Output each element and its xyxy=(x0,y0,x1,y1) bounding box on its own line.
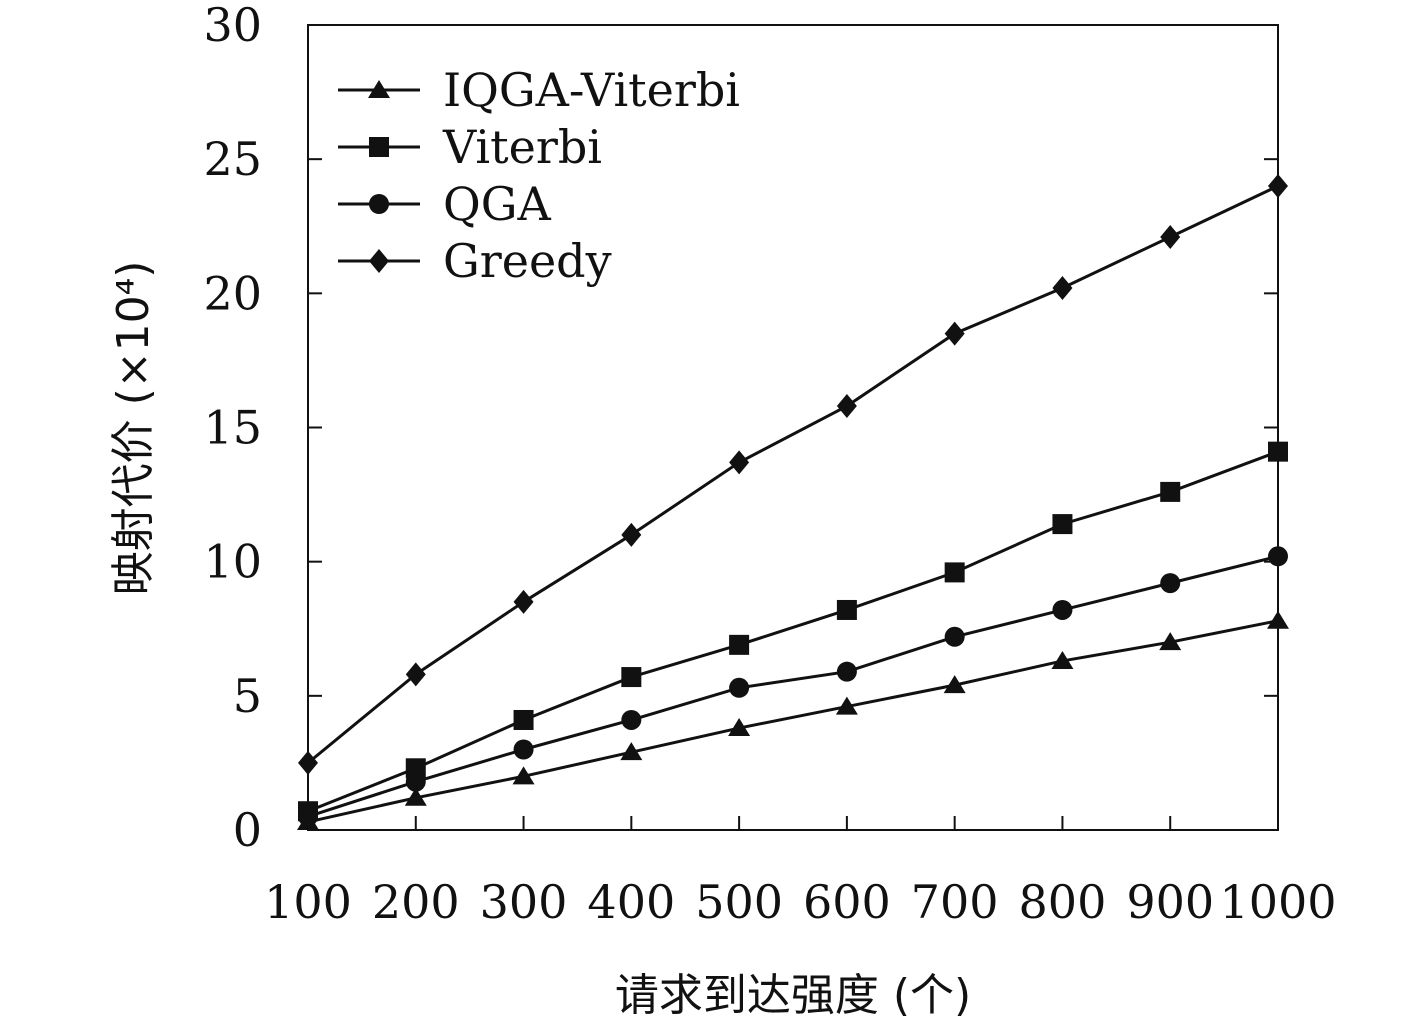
legend-marker xyxy=(368,80,390,98)
data-point-qga xyxy=(1160,573,1181,594)
x-tick-label: 600 xyxy=(803,875,891,929)
y-tick-label: 30 xyxy=(203,0,262,52)
data-point-viterbi xyxy=(1052,514,1073,535)
data-point-greedy xyxy=(1052,275,1073,300)
x-tick-label: 400 xyxy=(587,875,675,929)
data-point-greedy xyxy=(621,522,642,547)
x-tick-label: 800 xyxy=(1019,875,1107,929)
data-point-iqga-viterbi xyxy=(835,696,858,715)
y-tick-label: 15 xyxy=(203,401,262,455)
data-point-viterbi xyxy=(513,709,534,730)
data-point-viterbi xyxy=(1268,441,1288,462)
legend-marker xyxy=(369,194,389,214)
data-point-viterbi xyxy=(1160,481,1181,502)
axis-ticks xyxy=(308,24,1278,831)
data-point-greedy xyxy=(836,394,857,419)
legend-marker xyxy=(369,249,389,273)
y-tick-label: 20 xyxy=(203,266,262,320)
series-line-iqga-viterbi xyxy=(307,619,1279,824)
y-tick-label: 10 xyxy=(203,535,262,589)
series-viterbi xyxy=(298,441,1288,822)
data-point-iqga-viterbi xyxy=(1159,632,1182,651)
data-point-iqga-viterbi xyxy=(1267,610,1289,629)
series-line-qga xyxy=(307,554,1279,819)
data-point-viterbi xyxy=(729,634,750,655)
legend-item-greedy: Greedy xyxy=(338,234,612,288)
data-point-greedy xyxy=(944,321,965,346)
x-tick-label: 500 xyxy=(695,875,783,929)
y-tick-label: 5 xyxy=(233,669,262,723)
data-point-iqga-viterbi xyxy=(943,675,966,694)
data-point-qga xyxy=(513,739,534,760)
series-greedy xyxy=(298,174,1288,775)
data-point-qga xyxy=(1052,599,1073,620)
data-point-qga xyxy=(944,626,965,647)
x-axis-title: 请求到达强度 (个) xyxy=(615,970,971,1021)
data-point-qga xyxy=(729,677,750,698)
data-point-iqga-viterbi xyxy=(512,766,535,785)
x-tick-label: 300 xyxy=(480,875,568,929)
data-point-viterbi xyxy=(944,562,965,583)
legend-item-viterbi: Viterbi xyxy=(338,120,602,174)
legend-label: IQGA-Viterbi xyxy=(443,63,740,117)
data-point-greedy xyxy=(729,450,750,475)
data-point-greedy xyxy=(1160,224,1181,249)
y-axis-title: 映射代价 (×10⁴) xyxy=(108,261,159,596)
data-point-greedy xyxy=(1268,174,1288,198)
y-tick-labels: 0 5 10 15 20 25 30 xyxy=(203,0,262,857)
data-point-qga xyxy=(298,806,318,827)
data-point-iqga-viterbi xyxy=(728,718,751,737)
data-point-qga xyxy=(405,771,426,792)
data-point-qga xyxy=(621,709,642,730)
series-qga xyxy=(298,546,1288,827)
data-point-greedy xyxy=(513,589,534,614)
data-point-iqga-viterbi xyxy=(404,787,427,806)
x-tick-labels: 100 200 300 400 500 600 700 800 900 1000 xyxy=(264,875,1336,929)
x-tick-label: 700 xyxy=(911,875,999,929)
data-point-greedy xyxy=(298,750,318,775)
legend-item-qga: QGA xyxy=(338,177,551,231)
series-iqga-viterbi xyxy=(297,610,1289,830)
data-point-viterbi xyxy=(836,599,857,620)
series-line-greedy xyxy=(307,184,1279,765)
data-point-qga xyxy=(836,661,857,682)
data-point-greedy xyxy=(405,662,426,687)
legend-item-iqga-viterbi: IQGA-Viterbi xyxy=(338,63,740,117)
legend-label: QGA xyxy=(443,177,551,231)
series-layer xyxy=(297,174,1289,830)
legend-label: Greedy xyxy=(443,234,612,288)
data-point-qga xyxy=(1268,546,1288,567)
data-point-viterbi xyxy=(621,667,642,688)
data-point-iqga-viterbi xyxy=(620,742,643,761)
x-tick-label: 200 xyxy=(372,875,460,929)
x-tick-label: 100 xyxy=(264,875,352,929)
y-tick-label: 0 xyxy=(233,803,262,857)
x-tick-label: 900 xyxy=(1126,875,1214,929)
legend-label: Viterbi xyxy=(442,120,602,174)
legend-marker xyxy=(369,137,389,157)
x-tick-label: 1000 xyxy=(1219,875,1336,929)
series-line-viterbi xyxy=(307,450,1279,813)
data-point-iqga-viterbi xyxy=(1051,650,1074,669)
y-tick-label: 25 xyxy=(203,132,262,186)
